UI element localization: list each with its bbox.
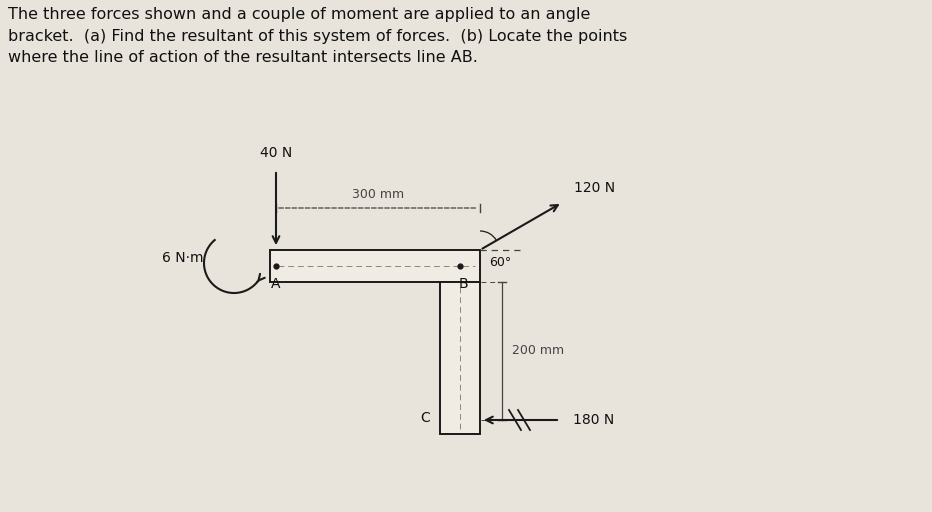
Text: 120 N: 120 N xyxy=(574,181,615,195)
Text: The three forces shown and a couple of moment are applied to an angle
bracket.  : The three forces shown and a couple of m… xyxy=(8,7,627,65)
Text: 60°: 60° xyxy=(489,256,512,269)
Text: B: B xyxy=(459,277,468,291)
Text: C: C xyxy=(420,411,430,425)
Text: 180 N: 180 N xyxy=(573,413,614,427)
Text: 200 mm: 200 mm xyxy=(512,345,564,357)
Text: A: A xyxy=(271,277,281,291)
Text: 6 N·m: 6 N·m xyxy=(162,251,203,265)
Text: 300 mm: 300 mm xyxy=(352,188,404,201)
Text: 40 N: 40 N xyxy=(260,146,292,160)
Bar xyxy=(440,282,480,434)
Bar xyxy=(270,250,480,282)
